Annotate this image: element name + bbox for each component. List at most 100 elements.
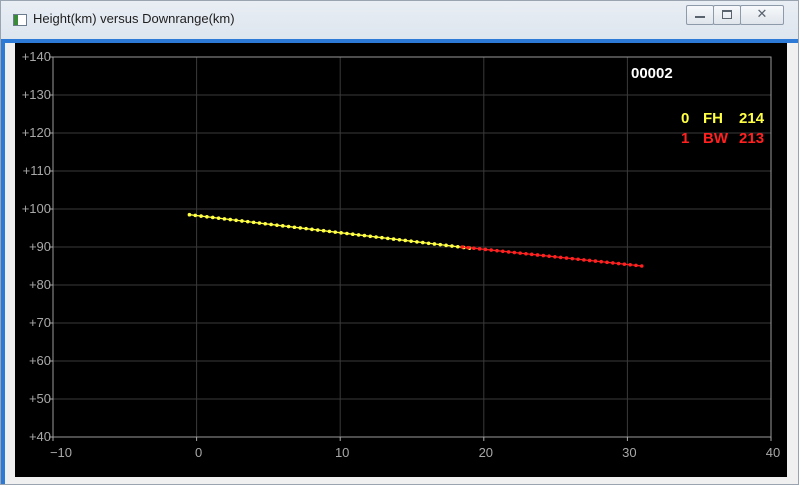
y-tick-label: +80 [29, 277, 51, 292]
series-point-fh [356, 233, 361, 237]
app-icon [13, 14, 27, 26]
y-tick-label: +50 [29, 391, 51, 406]
y-tick-label: +110 [23, 163, 51, 178]
window-controls: ✕ [686, 5, 784, 25]
series-point-fh [321, 228, 326, 233]
series-point-fh [222, 217, 227, 221]
series-point-bw [524, 251, 528, 256]
left-accent-bar [1, 43, 5, 484]
series-point-bw [483, 247, 488, 252]
series-point-fh [380, 235, 384, 240]
series-point-bw [472, 246, 476, 251]
series-point-bw [512, 250, 517, 255]
series-point-bw [616, 261, 621, 266]
series-point-fh [269, 222, 273, 227]
minimize-icon [695, 16, 705, 18]
series-line-bw [462, 246, 642, 267]
maximize-button[interactable] [713, 5, 741, 25]
legend-count: 213 [739, 130, 765, 147]
series-point-bw [622, 262, 627, 266]
y-tick-label: +100 [22, 201, 51, 216]
series-point-fh [286, 224, 291, 229]
close-button[interactable]: ✕ [740, 5, 784, 25]
series-point-bw [564, 256, 569, 260]
series-point-fh [420, 240, 425, 245]
series-point-fh [245, 219, 250, 224]
series-point-fh [432, 242, 437, 246]
x-tick-label: 0 [195, 445, 202, 460]
series-point-bw [460, 245, 465, 249]
series-point-fh [345, 231, 349, 236]
series-point-fh [397, 237, 402, 242]
series-point-fh [251, 220, 256, 225]
series-point-bw [466, 245, 470, 250]
legend-entry-fh: 0 FH 214 [656, 93, 764, 144]
series-point-fh [292, 225, 297, 230]
legend-series-name: FH [703, 110, 724, 127]
series-point-bw [506, 250, 511, 254]
legend-index: 1 [681, 130, 690, 147]
series-point-fh [426, 241, 431, 246]
plot-area[interactable]: +40 +50 +60 +70 +80 +90 +100 +110 +120 +130 +140 −… [15, 43, 787, 477]
title-accent-bar [1, 39, 798, 43]
series-point-bw [576, 257, 580, 262]
series-point-fh [444, 243, 448, 248]
y-tick-label: +130 [22, 87, 51, 102]
y-tick-label: +90 [29, 239, 51, 254]
title-bar[interactable]: Height(km) versus Downrange(km) ✕ [1, 1, 798, 39]
series-point-bw [529, 252, 534, 257]
legend-header: 00002 [631, 65, 673, 82]
series-point-fh [205, 214, 209, 219]
close-icon: ✕ [756, 7, 768, 22]
series-point-fh [199, 214, 203, 218]
series-point-bw [628, 262, 632, 267]
chart-svg: +40 +50 +60 +70 +80 +90 +100 +110 +120 +130 +140 −… [22, 49, 781, 460]
x-tick-label: −10 [50, 445, 72, 460]
series-point-fh [240, 219, 244, 223]
x-tick-label: 40 [766, 445, 780, 460]
series-point-fh [263, 221, 268, 226]
series-point-bw [500, 249, 505, 254]
series-point-fh [409, 239, 413, 243]
series-point-fh [187, 212, 192, 217]
series-point-fh [228, 217, 233, 222]
series-point-fh [315, 228, 320, 232]
series-point-fh [450, 244, 454, 248]
x-axis-ticks: −10 0 10 20 30 40 [50, 437, 780, 460]
series-point-bw [541, 253, 546, 258]
series-point-fh [415, 240, 419, 244]
series-point-fh [438, 242, 443, 247]
minimize-button[interactable] [686, 5, 714, 25]
legend-index: 0 [681, 110, 690, 127]
series-point-fh [374, 235, 378, 239]
legend-entry-bw: 1 BW 213 [656, 113, 764, 164]
series-point-fh [310, 227, 314, 232]
series-point-fh [403, 238, 408, 243]
x-tick-label: 10 [335, 445, 349, 460]
series-point-fh [304, 226, 308, 231]
y-tick-label: +40 [29, 429, 51, 444]
series-point-fh [257, 221, 262, 225]
series-point-bw [558, 255, 563, 260]
legend-count: 214 [739, 110, 765, 127]
series-point-bw [639, 264, 644, 268]
series-point-fh [391, 237, 396, 241]
series-point-fh [339, 231, 343, 235]
series-point-bw [599, 259, 604, 264]
y-tick-label: +120 [22, 125, 51, 140]
window-title: Height(km) versus Downrange(km) [33, 11, 235, 26]
x-tick-label: 30 [622, 445, 636, 460]
maximize-icon [722, 10, 732, 19]
series-point-fh [368, 234, 373, 239]
series-point-bw [570, 256, 575, 261]
series-point-fh [298, 226, 303, 230]
series-point-fh [333, 230, 338, 234]
series-point-bw [634, 263, 638, 268]
series-point-bw [587, 258, 592, 263]
series-point-bw [535, 253, 540, 257]
series-point-fh [234, 218, 238, 223]
series-point-bw [582, 258, 586, 262]
series-point-bw [547, 254, 551, 258]
series-point-fh [455, 244, 460, 249]
